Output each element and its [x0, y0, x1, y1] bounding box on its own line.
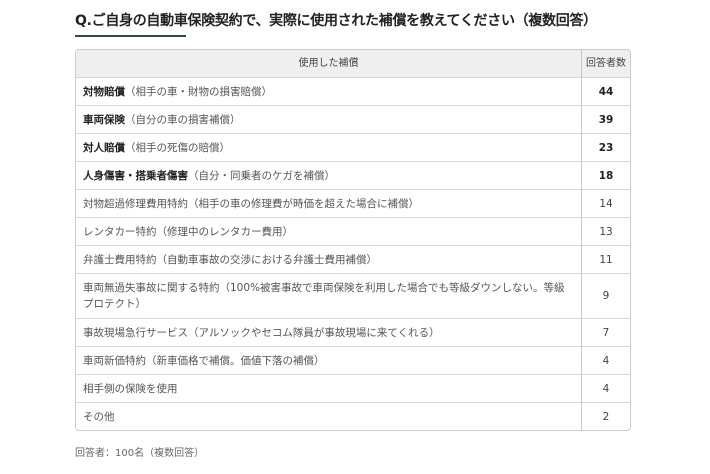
count-cell: 14 — [581, 190, 630, 218]
count-cell: 7 — [581, 319, 630, 347]
title-underline — [75, 35, 186, 37]
coverage-description: 相手側の保険を使用 — [83, 382, 178, 395]
coverage-description: （自分・同乗者のケガを補償） — [188, 169, 335, 182]
coverage-cell: 対物賠償（相手の車・財物の損害賠償） — [76, 78, 581, 106]
count-cell: 39 — [581, 106, 630, 134]
coverage-cell: 弁護士費用特約（自動車事故の交渉における弁護士費用補償） — [76, 246, 581, 274]
table-row: 対物超過修理費用特約（相手の車の修理費が時価を超えた場合に補償） 14 — [76, 190, 630, 218]
table-row: 人身傷害・搭乗者傷害（自分・同乗者のケガを補償） 18 — [76, 162, 630, 190]
coverage-cell: レンタカー特約（修理中のレンタカー費用） — [76, 218, 581, 246]
count-cell: 4 — [581, 375, 630, 403]
table-row: 対人賠償（相手の死傷の賠償） 23 — [76, 134, 630, 162]
coverage-description: レンタカー特約（修理中のレンタカー費用） — [83, 225, 293, 238]
coverage-cell: 車両新価特約（新車価格で補償。価値下落の補償） — [76, 347, 581, 375]
respondent-note: 回答者：100名（複数回答） — [75, 448, 205, 459]
coverage-description: （相手の死傷の賠償） — [125, 141, 230, 154]
coverage-cell: 車両保険（自分の車の損害補償） — [76, 106, 581, 134]
coverage-name: 対物賠償 — [83, 85, 125, 98]
table-row: 車両保険（自分の車の損害補償） 39 — [76, 106, 630, 134]
count-cell: 4 — [581, 347, 630, 375]
coverage-name: 車両保険 — [83, 113, 125, 126]
table-row: 対物賠償（相手の車・財物の損害賠償） 44 — [76, 78, 630, 106]
question-title: Q.ご自身の自動車保険契約で、実際に使用された補償を教えてください（複数回答） — [75, 13, 597, 29]
table-row: 事故現場急行サービス（アルソックやセコム隊員が事故現場に来てくれる） 7 — [76, 319, 630, 347]
coverage-cell: 車両無過失事故に関する特約（100%被害事故で車両保険を利用した場合でも等級ダウ… — [76, 274, 581, 319]
header-coverage: 使用した補償 — [76, 50, 581, 78]
coverage-description: 車両無過失事故に関する特約（100%被害事故で車両保険を利用した場合でも等級ダウ… — [83, 282, 565, 310]
coverage-description: その他 — [83, 410, 115, 423]
coverage-cell: 事故現場急行サービス（アルソックやセコム隊員が事故現場に来てくれる） — [76, 319, 581, 347]
coverage-name: 対人賠償 — [83, 141, 125, 154]
coverage-description: 弁護士費用特約（自動車事故の交渉における弁護士費用補償） — [83, 253, 377, 266]
coverage-description: 対物超過修理費用特約（相手の車の修理費が時価を超えた場合に補償） — [83, 197, 419, 210]
coverage-description: 事故現場急行サービス（アルソックやセコム隊員が事故現場に来てくれる） — [83, 326, 440, 339]
count-cell: 18 — [581, 162, 630, 190]
header-count: 回答者数 — [581, 50, 630, 78]
count-cell: 13 — [581, 218, 630, 246]
count-cell: 9 — [581, 274, 630, 319]
table-row: レンタカー特約（修理中のレンタカー費用） 13 — [76, 218, 630, 246]
results-table: 使用した補償 回答者数 対物賠償（相手の車・財物の損害賠償） 44 車両保険（自分の… — [75, 49, 631, 431]
count-cell: 11 — [581, 246, 630, 274]
table-row: 車両新価特約（新車価格で補償。価値下落の補償） 4 — [76, 347, 630, 375]
count-cell: 23 — [581, 134, 630, 162]
count-cell: 44 — [581, 78, 630, 106]
coverage-cell: 人身傷害・搭乗者傷害（自分・同乗者のケガを補償） — [76, 162, 581, 190]
coverage-cell: 対人賠償（相手の死傷の賠償） — [76, 134, 581, 162]
coverage-cell: 対物超過修理費用特約（相手の車の修理費が時価を超えた場合に補償） — [76, 190, 581, 218]
coverage-name: 人身傷害・搭乗者傷害 — [83, 169, 188, 182]
table-row: 車両無過失事故に関する特約（100%被害事故で車両保険を利用した場合でも等級ダウ… — [76, 274, 630, 319]
table-header: 使用した補償 回答者数 — [76, 50, 630, 78]
table-row: その他 2 — [76, 403, 630, 430]
coverage-description: （相手の車・財物の損害賠償） — [125, 85, 272, 98]
count-cell: 2 — [581, 403, 630, 430]
table-row: 相手側の保険を使用 4 — [76, 375, 630, 403]
coverage-description: 車両新価特約（新車価格で補償。価値下落の補償） — [83, 354, 325, 367]
coverage-cell: その他 — [76, 403, 581, 430]
coverage-cell: 相手側の保険を使用 — [76, 375, 581, 403]
table-row: 弁護士費用特約（自動車事故の交渉における弁護士費用補償） 11 — [76, 246, 630, 274]
coverage-description: （自分の車の損害補償） — [125, 113, 241, 126]
